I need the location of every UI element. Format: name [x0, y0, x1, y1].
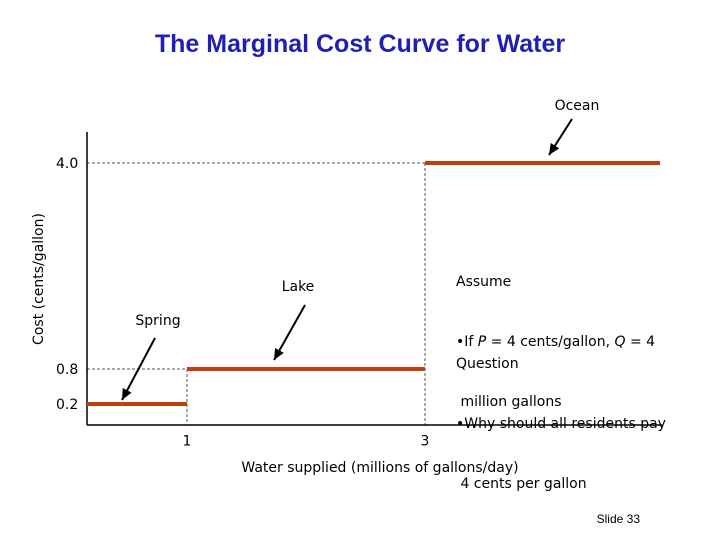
y-tick-label: 4.0 — [56, 156, 78, 172]
annotation-ocean: Ocean — [555, 98, 600, 114]
x-axis-title: Water supplied (millions of gallons/day) — [241, 460, 518, 476]
cost-steps — [87, 161, 660, 406]
x-tick-label: 3 — [421, 434, 430, 450]
assume-bullet-quantity-symbol: Q — [614, 334, 626, 350]
annotation-spring: Spring — [135, 313, 180, 329]
assume-bullet-part: = 4 — [625, 334, 656, 350]
question-continuation: 4 cents per gallon — [456, 476, 587, 492]
assume-note: Assume •If P = 4 cents/gallon, Q = 4 mil… — [456, 232, 655, 452]
x-tick-label: 1 — [183, 434, 192, 450]
slide-number: Slide 33 — [596, 512, 640, 526]
arrow-lake-head — [274, 347, 284, 360]
arrow-spring-head — [122, 387, 132, 400]
question-bullet: •Why should all residents pay — [456, 416, 666, 432]
assume-bullet-price-symbol: P — [477, 334, 487, 350]
source-arrows: Spring Lake Ocean — [121, 98, 600, 401]
axis-labels: Water supplied (millions of gallons/day)… — [31, 213, 519, 476]
assume-heading: Assume — [456, 274, 512, 290]
assume-bullet: •If P = 4 cents/gallon, Q = 4 — [456, 332, 655, 352]
guide-lines — [87, 162, 426, 425]
y-axis-title: Cost (cents/gallon) — [31, 213, 47, 345]
annotation-lake: Lake — [282, 279, 315, 295]
assume-continuation: million gallons — [456, 394, 562, 410]
question-note: Question •Why should all residents pay 4… — [456, 314, 666, 534]
axes — [86, 132, 662, 426]
question-heading: Question — [456, 356, 519, 372]
arrow-ocean-head — [549, 143, 560, 155]
arrow-spring-shaft — [121, 337, 156, 401]
assume-bullet-part: = 4 cents/gallon, — [486, 334, 615, 350]
tick-labels: 0.2 0.8 4.0 1 3 — [56, 156, 429, 450]
y-tick-label: 0.2 — [56, 397, 78, 413]
slide-title: The Marginal Cost Curve for Water — [154, 30, 566, 58]
assume-bullet-part: •If — [456, 334, 478, 350]
y-tick-label: 0.8 — [56, 362, 78, 378]
